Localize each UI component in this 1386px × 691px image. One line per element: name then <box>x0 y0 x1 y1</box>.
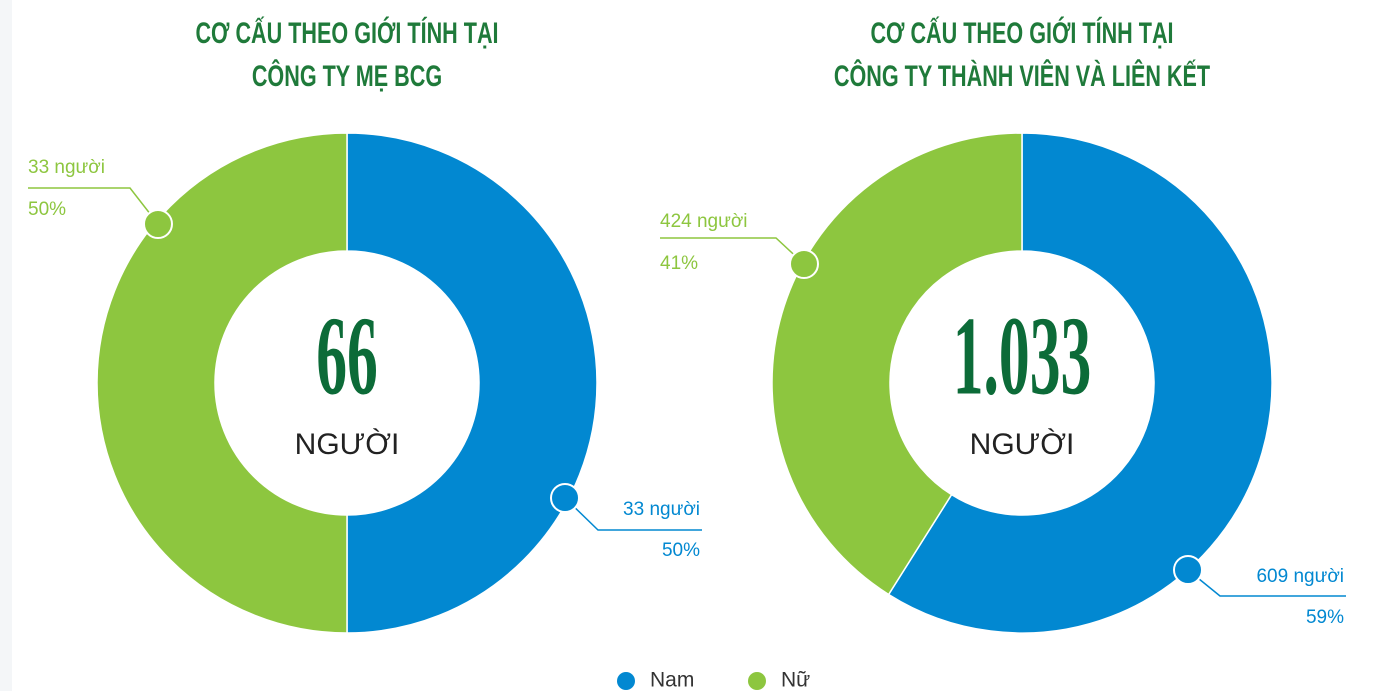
percent-label: 50% <box>28 199 66 220</box>
donut-segment <box>771 132 1023 596</box>
donut-segment <box>346 132 598 634</box>
value-label: 33 người <box>623 499 700 520</box>
chart-title: CƠ CẤU THEO GIỚI TÍNH TẠI <box>870 15 1173 49</box>
value-label: 424 người <box>660 211 748 232</box>
title-line: CƠ CẤU THEO GIỚI TÍNH TẠI <box>195 15 498 49</box>
center-text: NGƯỜI <box>970 428 1075 461</box>
center-text: NGƯỜI <box>295 428 400 461</box>
donut-segment <box>96 132 348 634</box>
title-line: CÔNG TY MẸ BCG <box>252 58 442 92</box>
chart-title: CƠ CẤU THEO GIỚI TÍNH TẠI <box>195 15 498 49</box>
legend-label: Nam <box>650 669 694 691</box>
title-line: CÔNG TY THÀNH VIÊN VÀ LIÊN KẾT <box>834 58 1210 92</box>
leader-line <box>28 187 159 225</box>
label-dot <box>1173 555 1203 585</box>
donut-segment <box>887 132 1273 634</box>
label-dot <box>550 483 580 513</box>
total-value: 1.033 <box>953 293 1092 418</box>
percent-label: 50% <box>662 540 700 561</box>
chart-title: CÔNG TY THÀNH VIÊN VÀ LIÊN KẾT <box>834 58 1210 92</box>
label-dot <box>143 209 173 239</box>
legend-dot <box>748 672 766 690</box>
value-label: 609 người <box>1256 566 1344 587</box>
total-group: 1.033 <box>953 293 1092 418</box>
leader-line <box>564 497 702 531</box>
percent-label: 59% <box>1306 607 1344 628</box>
total-group: 66 <box>316 293 378 418</box>
label-dot <box>789 249 819 279</box>
legend-dot <box>617 672 635 690</box>
side-band <box>0 0 12 691</box>
legend-label: Nữ <box>781 669 810 691</box>
chart-title: CÔNG TY MẸ BCG <box>252 58 442 92</box>
percent-label: 41% <box>660 253 698 274</box>
title-line: CƠ CẤU THEO GIỚI TÍNH TẠI <box>870 15 1173 49</box>
value-label: 33 người <box>28 157 105 178</box>
total-value: 66 <box>316 293 378 418</box>
